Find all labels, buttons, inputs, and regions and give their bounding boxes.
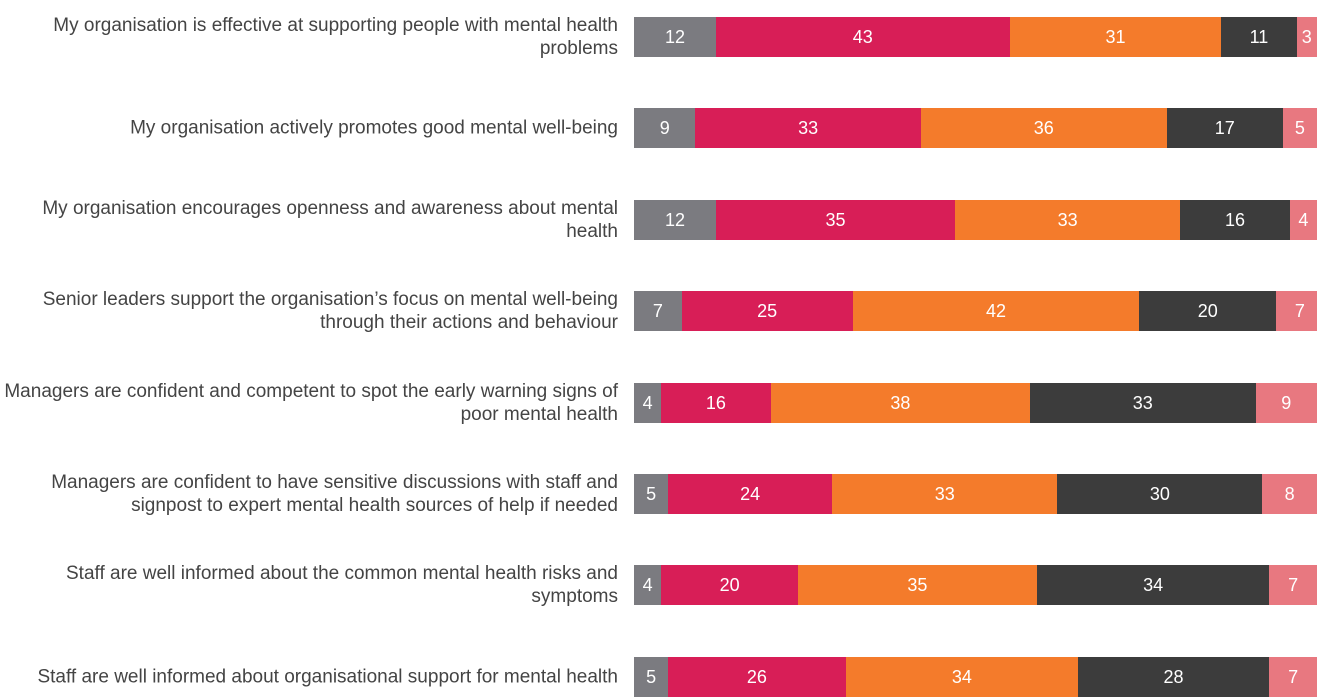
bar-segment: [634, 108, 696, 149]
bar-segment: [1255, 382, 1317, 423]
bar-segment: [695, 108, 921, 149]
bar-segment: [852, 291, 1140, 332]
bar-segment: [634, 17, 716, 57]
value-label: 4: [642, 392, 653, 413]
bar-segment: [1077, 656, 1270, 697]
bar-segment: [1030, 382, 1256, 423]
value-label: 8: [1284, 484, 1295, 504]
bar-segment: [1221, 17, 1297, 57]
bar-segment: [1139, 291, 1276, 332]
value-label: 25: [757, 301, 778, 322]
value-label: 28: [1163, 666, 1184, 687]
bar-segment: [668, 474, 833, 514]
bar-segment: [797, 565, 1037, 606]
bar-segment: [1166, 108, 1283, 149]
value-label: 7: [652, 301, 663, 322]
value-label: 42: [985, 301, 1006, 322]
category-label: My organisation is effective at supporti…: [53, 15, 618, 59]
value-label: 31: [1105, 27, 1126, 47]
bar-segment: [1262, 474, 1317, 514]
value-label: 35: [825, 209, 846, 230]
bar-row: 9 33 36 17 5: [634, 108, 1317, 149]
bar-segment: [681, 291, 853, 332]
bar-segment: [1180, 199, 1290, 240]
bar-segment: [1296, 17, 1317, 57]
category-label: Managers are confident and competent to …: [4, 380, 618, 425]
bar-segment: [661, 382, 771, 423]
bar-row: 4 20 35 34 7: [634, 565, 1317, 606]
value-label: 33: [798, 118, 819, 139]
bar-segment: [715, 199, 955, 240]
bar-segment: [668, 656, 846, 697]
value-label: 38: [890, 392, 911, 413]
value-label: 43: [852, 27, 873, 47]
bar-segment: [1269, 565, 1317, 606]
value-label: 11: [1249, 27, 1269, 47]
bar-segment: [634, 565, 662, 606]
value-label: 16: [1225, 209, 1246, 230]
bar-segment: [1289, 199, 1317, 240]
value-label: 34: [1143, 575, 1164, 596]
bar-segment: [955, 199, 1181, 240]
category-label: Managers are confident to have sensitive…: [51, 472, 618, 516]
category-label: Staff are well informed about organisati…: [37, 666, 618, 688]
value-label: 9: [1281, 392, 1292, 413]
value-label: 4: [1298, 209, 1309, 230]
bar-segment: [634, 291, 682, 332]
bar-row: 7 25 42 20 7: [634, 291, 1317, 332]
value-label: 33: [1132, 392, 1153, 413]
bar-segment: [1057, 474, 1263, 514]
value-label: 12: [664, 209, 685, 230]
bar-segment: [1282, 108, 1317, 149]
bar-segment: [1009, 17, 1222, 57]
bar-segment: [1269, 656, 1317, 697]
bar-row: 12 35 33 16 4: [634, 199, 1317, 240]
category-label: Senior leaders support the organisation’…: [42, 289, 618, 334]
category-label: My organisation encourages openness and …: [42, 197, 618, 242]
value-label: 5: [1294, 118, 1305, 139]
value-label: 36: [1033, 118, 1054, 139]
value-label: 12: [664, 27, 685, 47]
bar-row: 5 24 33 30 8: [634, 474, 1317, 514]
bar-segment: [770, 382, 1031, 423]
value-label: 24: [740, 484, 761, 504]
value-label: 16: [705, 392, 726, 413]
bar-row: 5 26 34 28 7: [634, 656, 1317, 697]
bar-segment: [634, 382, 662, 423]
bar-segment: [661, 565, 798, 606]
value-label: 33: [934, 484, 955, 504]
bar-segment: [634, 199, 716, 240]
value-label: 3: [1301, 27, 1312, 47]
value-label: 17: [1214, 118, 1235, 139]
value-label: 7: [1294, 301, 1305, 322]
bar-segment: [715, 17, 1010, 57]
value-label: 7: [1288, 575, 1299, 596]
value-label: 20: [719, 575, 740, 596]
value-label: 5: [646, 666, 657, 687]
value-label: 34: [951, 666, 972, 687]
bar-segment: [1276, 291, 1317, 332]
value-label: 9: [659, 118, 670, 139]
bar-segment: [920, 108, 1167, 149]
bar-segment: [634, 474, 669, 514]
value-label: 5: [646, 484, 657, 504]
value-label: 26: [746, 666, 767, 687]
value-label: 20: [1197, 301, 1218, 322]
bar-row: 12 43 31 11 3: [634, 17, 1317, 57]
bar-segment: [634, 656, 669, 697]
value-label: 7: [1288, 666, 1299, 687]
category-label: Staff are well informed about the common…: [66, 563, 618, 608]
bar-segment: [832, 474, 1058, 514]
bar-row: 4 16 38 33 9: [634, 382, 1317, 423]
bar-segment: [1036, 565, 1270, 606]
value-label: 30: [1149, 484, 1170, 504]
value-label: 33: [1057, 209, 1078, 230]
bar-segment: [845, 656, 1078, 697]
value-label: 4: [642, 575, 653, 596]
category-label: My organisation actively promotes good m…: [130, 117, 618, 139]
value-label: 35: [907, 575, 928, 596]
